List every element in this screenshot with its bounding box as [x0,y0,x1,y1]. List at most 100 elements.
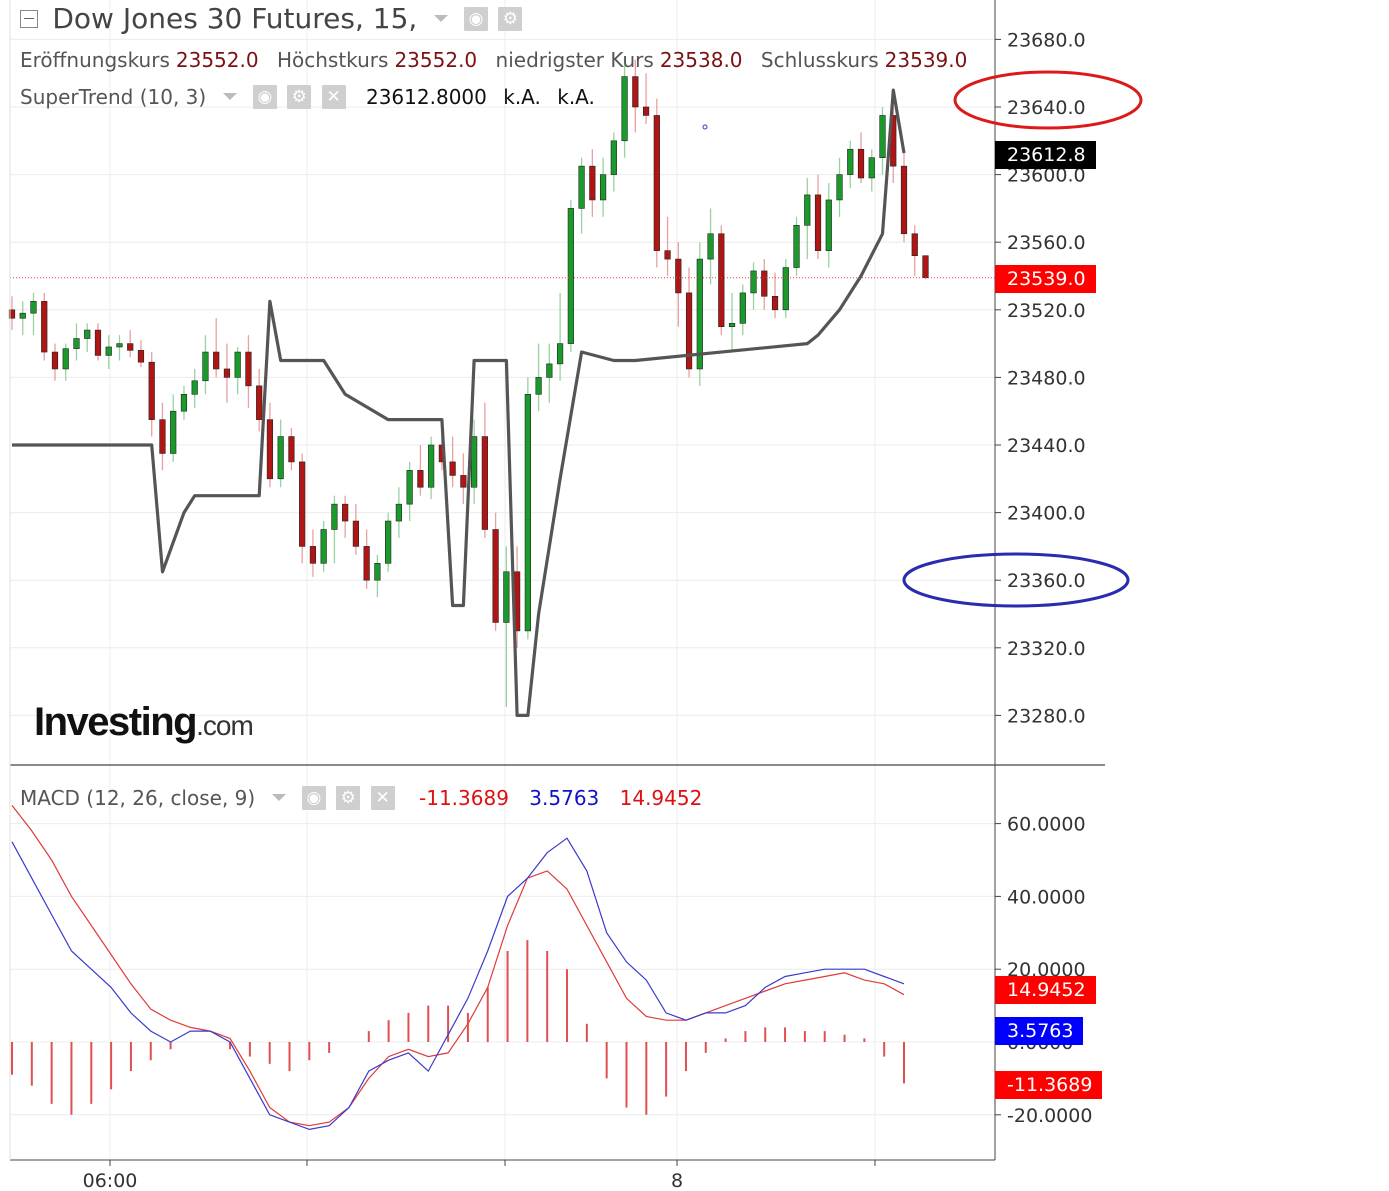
candle-body[interactable] [857,148,865,179]
candle-body[interactable] [664,250,671,260]
candle-body[interactable] [266,419,274,480]
candle-body[interactable] [632,76,639,108]
candle-body[interactable] [707,233,714,260]
candle-body[interactable] [546,363,553,378]
candle-body[interactable] [621,76,628,142]
price-pane[interactable] [8,56,995,718]
chevron-down-icon[interactable] [222,93,237,100]
macd-signal-line[interactable] [11,805,905,1127]
candle-body[interactable] [900,165,908,235]
candle-body[interactable] [793,225,800,268]
candle-body[interactable] [309,546,317,564]
candle-body[interactable] [481,436,488,530]
candle-body[interactable] [460,475,467,488]
candle-body[interactable] [8,309,16,319]
candle-body[interactable] [116,343,123,348]
candle-body[interactable] [503,571,510,623]
candle-body[interactable] [417,470,424,488]
candle-body[interactable] [836,174,843,201]
candle-body[interactable] [675,258,682,294]
candle-body[interactable] [51,351,59,370]
candle-body[interactable] [428,444,435,488]
candle-body[interactable] [761,270,768,297]
gear-icon[interactable]: ⚙ [336,785,361,810]
close-icon[interactable]: ✕ [321,84,346,109]
candle-body[interactable] [234,351,241,378]
candle-body[interactable] [84,329,91,339]
candle-body[interactable] [277,436,284,480]
candle-body[interactable] [213,351,220,370]
candle-body[interactable] [567,208,574,344]
candle-body[interactable] [256,385,263,420]
candle-body[interactable] [782,267,789,311]
candle-body[interactable] [879,115,886,158]
candle-body[interactable] [653,115,660,251]
candle-body[interactable] [385,520,392,564]
candle-body[interactable] [127,343,134,351]
macd-pane[interactable] [11,805,905,1131]
candle-body[interactable] [180,393,188,412]
minus-square-icon[interactable] [20,9,38,28]
candle-body[interactable] [320,529,327,564]
macd-line[interactable] [11,837,905,1131]
candle-body[interactable] [535,377,542,395]
candle-body[interactable] [202,351,209,382]
candle-body[interactable] [578,165,585,209]
candle-body[interactable] [352,520,360,547]
candle-body[interactable] [191,380,198,395]
candle-body[interactable] [62,348,69,370]
candle-body[interactable] [556,343,564,365]
candle-body[interactable] [342,503,349,522]
candle-body[interactable] [524,393,531,632]
eye-icon[interactable]: ◉ [252,84,277,109]
candle-body[interactable] [363,546,370,581]
close-icon[interactable]: ✕ [370,785,395,810]
eye-icon[interactable]: ◉ [464,6,489,31]
candle-body[interactable] [718,233,725,327]
candle-body[interactable] [685,292,693,370]
candle-body[interactable] [804,194,811,226]
candle-body[interactable] [73,338,80,349]
candle-body[interactable] [331,503,338,530]
candle-body[interactable] [589,165,596,201]
candle-body[interactable] [492,529,499,623]
supertrend-line[interactable] [12,88,906,718]
candle-body[interactable] [395,503,402,522]
candle-body[interactable] [739,292,746,324]
candle-body[interactable] [868,157,875,179]
candle-body[interactable] [159,419,166,454]
candle-body[interactable] [825,199,832,251]
candle-body[interactable] [406,470,413,505]
candle-body[interactable] [471,436,478,488]
candle-body[interactable] [374,562,381,581]
candle-body[interactable] [288,436,295,463]
candle-body[interactable] [449,461,456,476]
candle-body[interactable] [19,312,26,319]
candle-body[interactable] [245,351,252,387]
candle-body[interactable] [41,301,48,353]
candle-body[interactable] [223,368,231,378]
chevron-down-icon[interactable] [433,15,448,22]
candle-body[interactable] [696,258,703,370]
candle-body[interactable] [299,461,306,547]
candle-body[interactable] [642,106,650,116]
candle-body[interactable] [170,410,177,454]
gear-icon[interactable]: ⚙ [498,6,523,31]
candle-body[interactable] [148,361,155,420]
candle-body[interactable] [599,174,607,201]
candle-body[interactable] [137,350,145,363]
candle-body[interactable] [771,295,779,311]
candle-body[interactable] [814,194,822,251]
candle-body[interactable] [728,323,736,328]
gear-icon[interactable]: ⚙ [287,84,312,109]
candle-body[interactable] [922,255,929,278]
candle-body[interactable] [610,140,617,175]
candle-body[interactable] [750,270,757,294]
chevron-down-icon[interactable] [271,794,286,801]
eye-icon[interactable]: ◉ [301,785,326,810]
candle-body[interactable] [847,148,854,175]
candle-body[interactable] [105,346,112,356]
candle-body[interactable] [30,301,37,314]
candle-body[interactable] [94,329,102,356]
